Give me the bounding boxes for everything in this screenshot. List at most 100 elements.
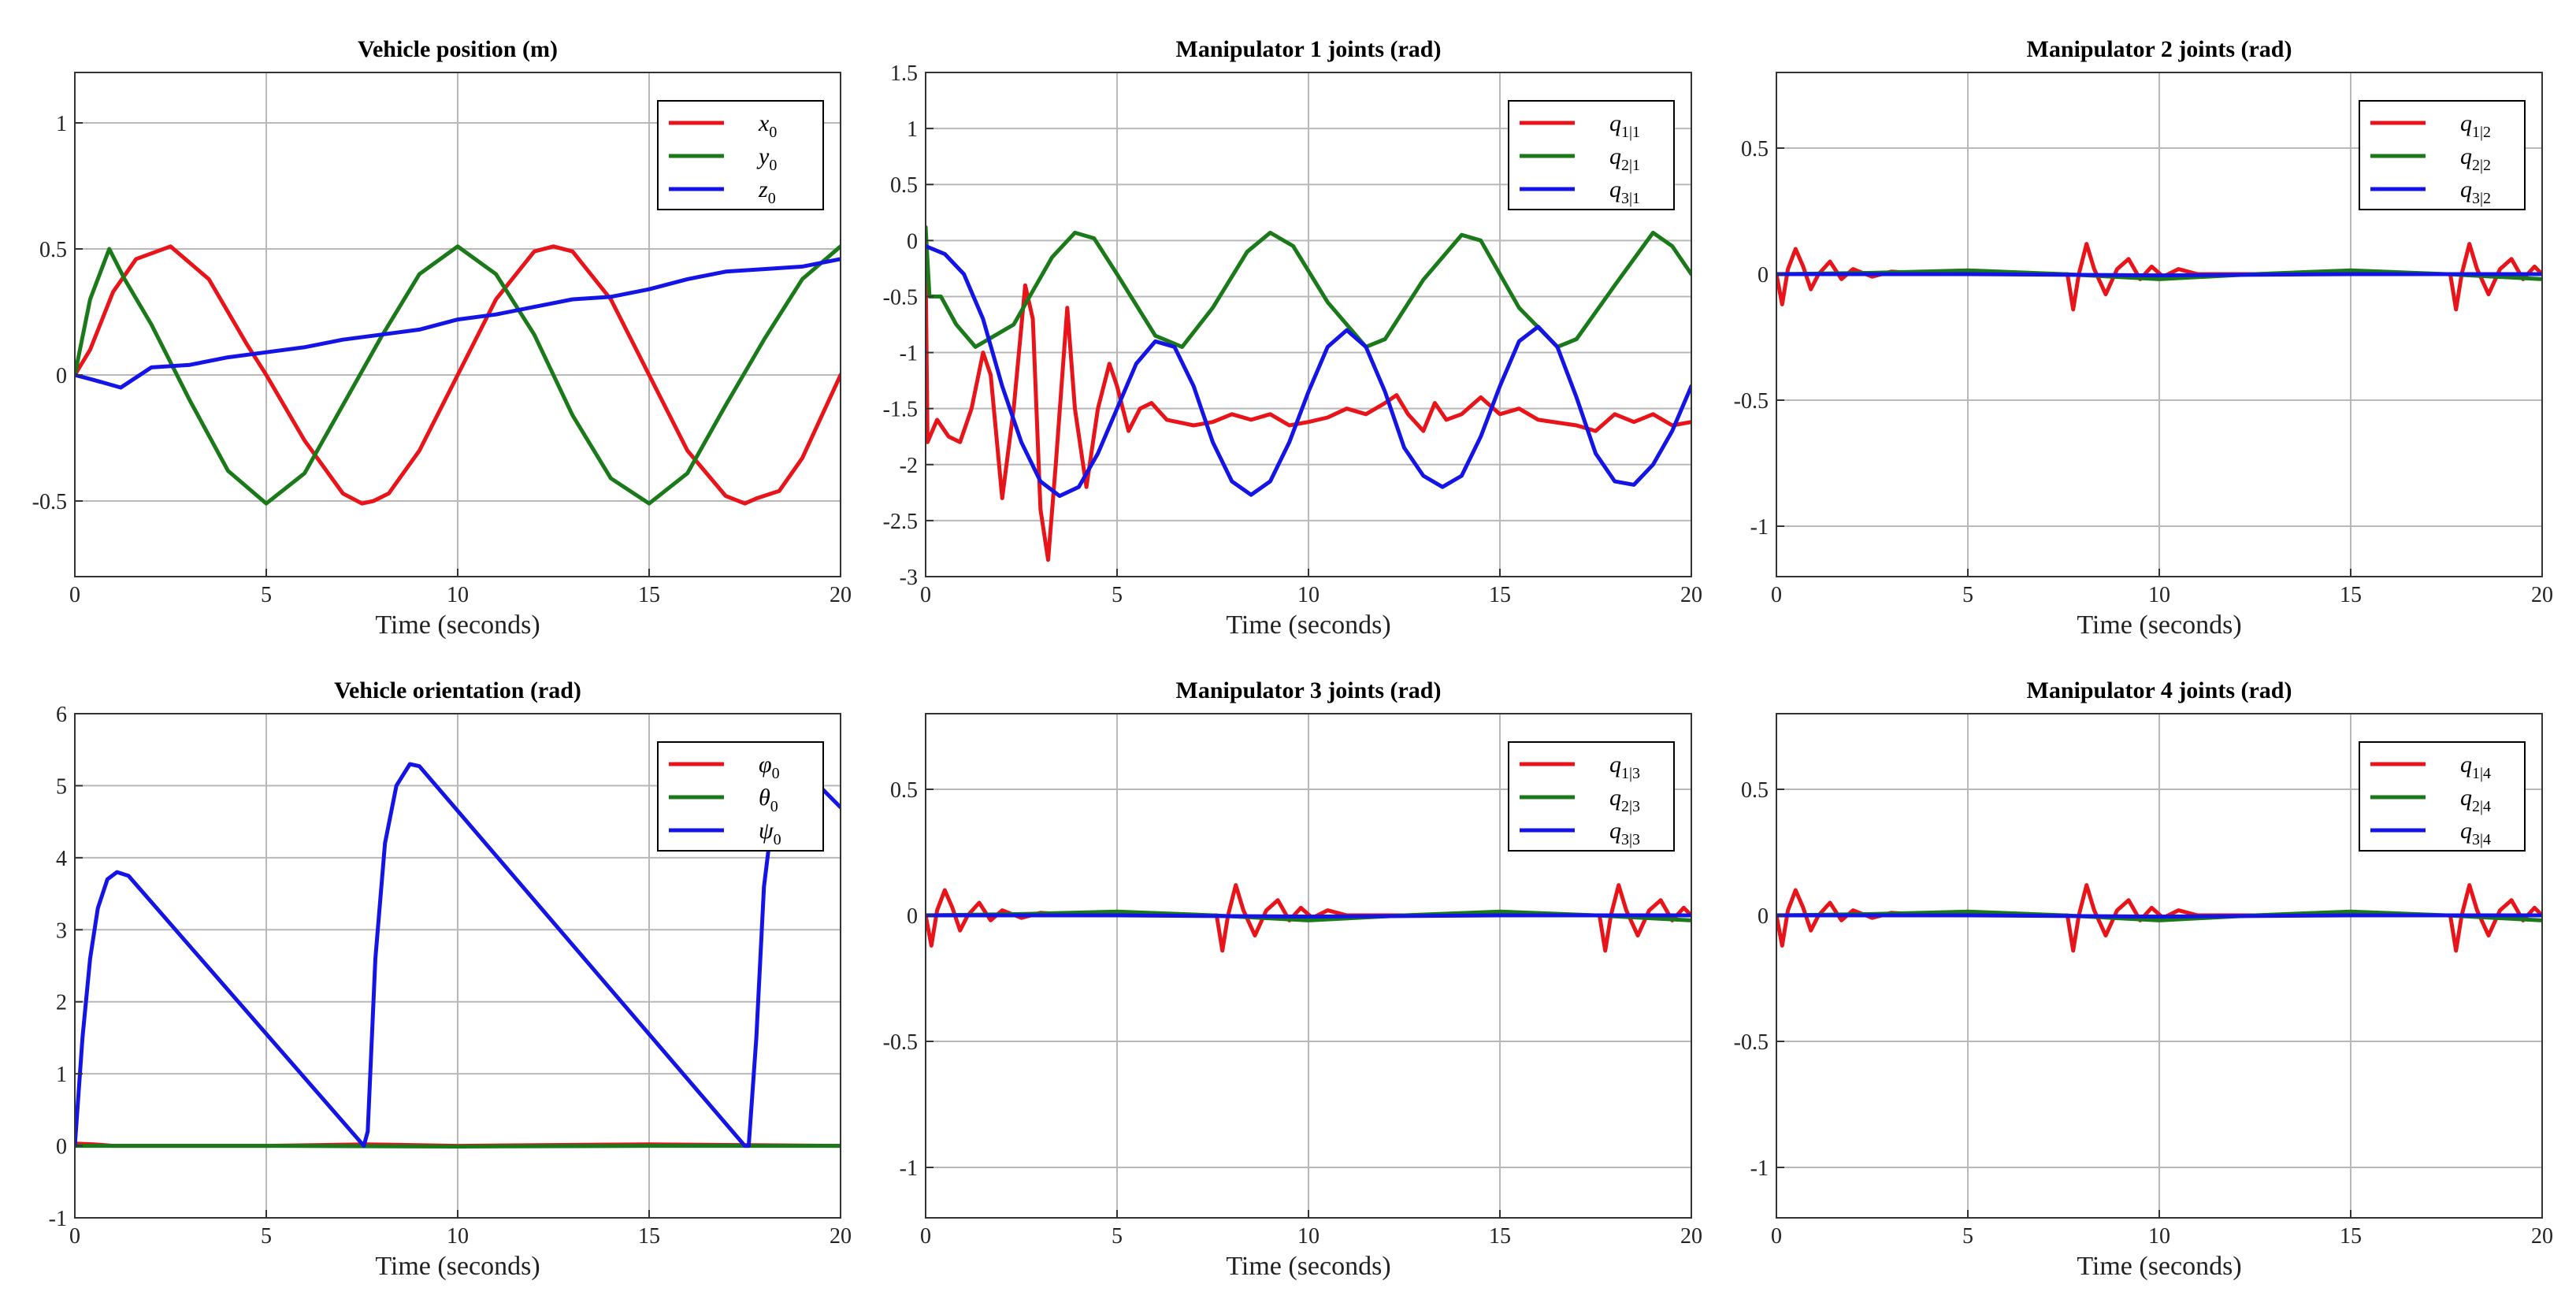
- x-tick-label: 0: [1771, 583, 1782, 607]
- legend-entry: ψ0: [759, 818, 781, 848]
- x-tick-label: 5: [1112, 583, 1123, 607]
- y-tick-label: -1: [1750, 515, 1769, 540]
- x-tick-label: 0: [1771, 1224, 1782, 1249]
- series-line-z0: [75, 257, 841, 390]
- series-line-q3|2: [1776, 272, 2542, 278]
- y-tick-label: 0: [1758, 904, 1769, 929]
- series-group: [1776, 242, 2542, 312]
- legend-entry: q3|4: [2460, 818, 2491, 848]
- x-tick-label: 15: [2340, 583, 2362, 607]
- series-line-q3|3: [926, 913, 1691, 919]
- series-group: [1776, 883, 2542, 953]
- x-tick-label: 15: [638, 583, 660, 607]
- y-tick-label: -0.5: [1734, 389, 1769, 414]
- series-line-y0: [75, 244, 841, 506]
- legend-entry: q1|2: [2460, 110, 2491, 141]
- x-tick-label: 5: [261, 1224, 272, 1249]
- series-line-q1|1: [926, 261, 1691, 562]
- legend-entry: z0: [758, 176, 776, 207]
- x-tick-label: 10: [2148, 1224, 2170, 1249]
- legend-entry: q1|1: [1609, 110, 1640, 141]
- series-line-q1|3: [926, 883, 1691, 953]
- x-tick-label: 15: [1489, 1224, 1511, 1249]
- chart-panel-1: 0 5 10 15 20 -0.5 0 0.5 1 Vehicle position (m) Tim…: [32, 36, 852, 640]
- chart-title: Vehicle position (m): [358, 36, 558, 62]
- y-tick-label: 4: [56, 847, 67, 871]
- legend-entry: q1|4: [2460, 751, 2491, 782]
- y-tick-label: 1: [56, 112, 67, 136]
- legend-entry: q2|4: [2460, 785, 2491, 815]
- x-axis-label: Time (seconds): [2077, 610, 2241, 640]
- y-tick-label: 0.5: [39, 238, 67, 262]
- x-tick-label: 5: [1962, 583, 1973, 607]
- legend-entry: q2|2: [2460, 143, 2491, 174]
- x-axis-label: Time (seconds): [2077, 1252, 2241, 1281]
- y-tick-label: 0: [1758, 263, 1769, 288]
- y-tick-label: 1: [907, 117, 918, 142]
- y-tick-label: -2: [900, 454, 918, 478]
- y-tick-label: -1: [1750, 1156, 1769, 1181]
- chart-panel-5: 0 5 10 15 20 -1 -0.5 0 0.5 Manipulator 3 joints (…: [883, 677, 1702, 1281]
- legend: q1|4q2|4q3|4: [2359, 741, 2526, 852]
- legend: q1|3q2|3q3|3: [1508, 741, 1675, 852]
- y-tick-label: -2.5: [883, 510, 918, 534]
- series-line-theta0: [75, 1144, 841, 1149]
- y-tick-label: 0: [56, 364, 67, 388]
- x-axis-label: Time (seconds): [375, 1252, 540, 1281]
- y-tick-label: 5: [56, 774, 67, 799]
- x-tick-label: 10: [447, 583, 469, 607]
- x-tick-label: 20: [830, 583, 852, 607]
- x-tick-label: 20: [2531, 1224, 2553, 1249]
- series-line-x0: [75, 244, 841, 506]
- chart-panel-6: 0 5 10 15 20 -1 -0.5 0 0.5 Manipulator 4 joints (…: [1734, 677, 2553, 1281]
- legend: q1|1q2|1q3|1: [1508, 100, 1675, 210]
- x-tick-label: 0: [69, 583, 80, 607]
- legend-entry: y0: [756, 143, 777, 174]
- legend-entry: x0: [758, 110, 777, 141]
- y-tick-label: -0.5: [1734, 1030, 1769, 1055]
- y-tick-label: -0.5: [883, 1030, 918, 1055]
- y-tick-label: 0: [907, 229, 918, 254]
- y-tick-label: -0.5: [32, 490, 67, 514]
- x-tick-label: 15: [638, 1224, 660, 1249]
- y-tick-label: 0: [56, 1135, 67, 1160]
- x-tick-label: 0: [69, 1224, 80, 1249]
- chart-title: Vehicle orientation (rad): [334, 677, 581, 703]
- legend-box: [1508, 741, 1675, 852]
- chart-title: Manipulator 2 joints (rad): [2027, 36, 2292, 62]
- y-tick-label: 2: [56, 991, 67, 1015]
- legend-entry: θ0: [759, 785, 778, 815]
- chart-title: Manipulator 1 joints (rad): [1176, 36, 1442, 62]
- y-tick-label: 1.5: [890, 61, 918, 86]
- x-tick-label: 20: [830, 1224, 852, 1249]
- x-tick-label: 5: [1112, 1224, 1123, 1249]
- y-tick-label: -3: [900, 566, 918, 590]
- x-tick-label: 10: [447, 1224, 469, 1249]
- x-tick-label: 0: [920, 583, 931, 607]
- y-tick-label: 0: [907, 904, 918, 929]
- series-group: [926, 883, 1691, 953]
- chart-title: Manipulator 4 joints (rad): [2027, 677, 2292, 703]
- x-tick-label: 5: [1962, 1224, 1973, 1249]
- series-group: [926, 225, 1691, 562]
- y-tick-label: 0.5: [890, 778, 918, 803]
- legend-box: [657, 741, 824, 852]
- legend-entry: q3|3: [1609, 818, 1640, 848]
- x-axis-label: Time (seconds): [1226, 1252, 1390, 1281]
- y-tick-label: 1: [56, 1063, 67, 1087]
- x-tick-label: 15: [2340, 1224, 2362, 1249]
- x-tick-label: 10: [1297, 1224, 1320, 1249]
- y-tick-label: 3: [56, 918, 67, 943]
- y-tick-label: 0.5: [890, 173, 918, 198]
- y-tick-label: 6: [56, 703, 67, 727]
- y-tick-label: -1: [900, 342, 918, 366]
- y-tick-label: 0.5: [1741, 778, 1769, 803]
- x-axis-label: Time (seconds): [375, 610, 540, 640]
- series-group: [75, 244, 841, 506]
- x-tick-label: 15: [1489, 583, 1511, 607]
- x-tick-label: 20: [2531, 583, 2553, 607]
